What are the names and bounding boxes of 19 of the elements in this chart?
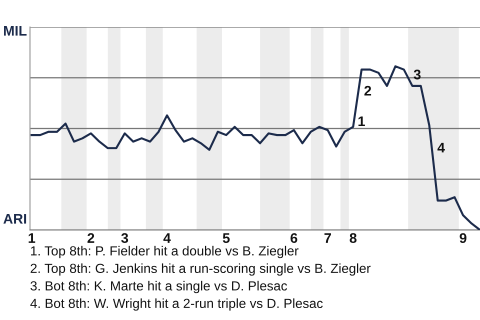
text: 4. Bot 8th: W. Wright hit a 2-run triple vs D. Plesac <box>30 298 323 311</box>
x-tick-label: 2 <box>88 233 94 243</box>
x-tick-label: 8 <box>350 233 357 243</box>
annotation: 1 <box>358 116 365 126</box>
text: 2. Top 8th: G. Jenkins hit a run-scoring single vs B. Ziegler <box>30 263 371 276</box>
text: ARI <box>3 214 26 224</box>
x-tick-label: 7 <box>324 233 331 243</box>
text: 1. Top 8th: P. Fielder hit a double vs B. Ziegler <box>31 246 298 258</box>
x-tick-label: 9 <box>460 233 466 243</box>
x-tick-label: 3 <box>121 233 128 243</box>
text: MIL <box>4 26 27 36</box>
annotation: 2 <box>364 86 372 96</box>
x-tick-label: 1 <box>28 233 36 243</box>
annotation: 3 <box>414 70 421 80</box>
x-tick-label: 6 <box>290 233 298 243</box>
annotation: 4 <box>437 142 445 152</box>
x-tick-label: 4 <box>163 233 171 243</box>
text: 3. Bot 8th: K. Marte hit a single vs D. Plesac <box>30 280 288 294</box>
x-tick-label: 5 <box>222 233 230 243</box>
